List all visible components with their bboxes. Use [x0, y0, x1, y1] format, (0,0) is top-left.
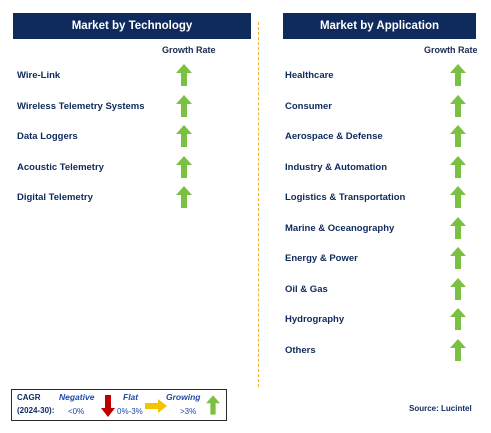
up-arrow-icon — [450, 247, 466, 269]
right-arrow-icon — [145, 399, 167, 413]
legend-flat-value: 0%-3% — [117, 407, 143, 416]
application-item-oil-gas: Oil & Gas — [285, 284, 328, 295]
up-arrow-icon — [450, 217, 466, 239]
application-item-industry-automation: Industry & Automation — [285, 162, 388, 173]
technology-item-acoustic-telemetry: Acoustic Telemetry — [17, 162, 104, 173]
application-item-energy-power: Energy & Power — [285, 253, 358, 264]
legend-flat-label: Flat — [123, 392, 139, 402]
application-item-aerospace-defense: Aerospace & Defense — [285, 131, 383, 142]
technology-growth-rate-label: Growth Rate — [162, 45, 216, 55]
legend-cagr-label: CAGR — [17, 393, 41, 402]
legend-growing-label: Growing — [166, 392, 201, 402]
down-arrow-icon — [101, 395, 115, 417]
technology-item-wire-link: Wire-Link — [17, 70, 61, 81]
up-arrow-icon — [450, 278, 466, 300]
application-item-healthcare: Healthcare — [285, 70, 334, 81]
application-item-marine-oceanography: Marine & Oceanography — [285, 223, 395, 234]
up-arrow-icon — [450, 339, 466, 361]
cagr-legend: CAGR (2024-30): Negative <0% Flat 0%-3% … — [11, 389, 227, 421]
up-arrow-icon — [176, 125, 192, 147]
technology-item-digital-telemetry: Digital Telemetry — [17, 192, 93, 203]
up-arrow-icon — [450, 156, 466, 178]
panel-divider — [258, 22, 259, 387]
technology-item-wireless-telemetry: Wireless Telemetry Systems — [17, 101, 145, 112]
up-arrow-icon — [450, 186, 466, 208]
up-arrow-icon — [450, 64, 466, 86]
up-arrow-icon — [450, 308, 466, 330]
source-note: Source: Lucintel — [409, 404, 472, 413]
technology-header: Market by Technology — [13, 13, 251, 39]
up-arrow-icon — [176, 95, 192, 117]
up-arrow-icon — [176, 186, 192, 208]
application-item-consumer: Consumer — [285, 101, 332, 112]
up-arrow-icon — [450, 95, 466, 117]
technology-item-data-loggers: Data Loggers — [17, 131, 78, 142]
application-growth-rate-label: Growth Rate — [424, 45, 478, 55]
legend-negative-value: <0% — [68, 407, 85, 416]
application-item-logistics-transportation: Logistics & Transportation — [285, 192, 406, 203]
legend-negative-label: Negative — [59, 392, 95, 402]
up-arrow-icon — [450, 125, 466, 147]
up-arrow-icon — [206, 395, 220, 415]
application-item-hydrography: Hydrography — [285, 314, 345, 325]
application-header: Market by Application — [283, 13, 476, 39]
legend-growing-value: >3% — [180, 407, 197, 416]
legend-cagr-period: (2024-30): — [17, 406, 55, 415]
up-arrow-icon — [176, 64, 192, 86]
up-arrow-icon — [176, 156, 192, 178]
application-item-others: Others — [285, 345, 316, 356]
